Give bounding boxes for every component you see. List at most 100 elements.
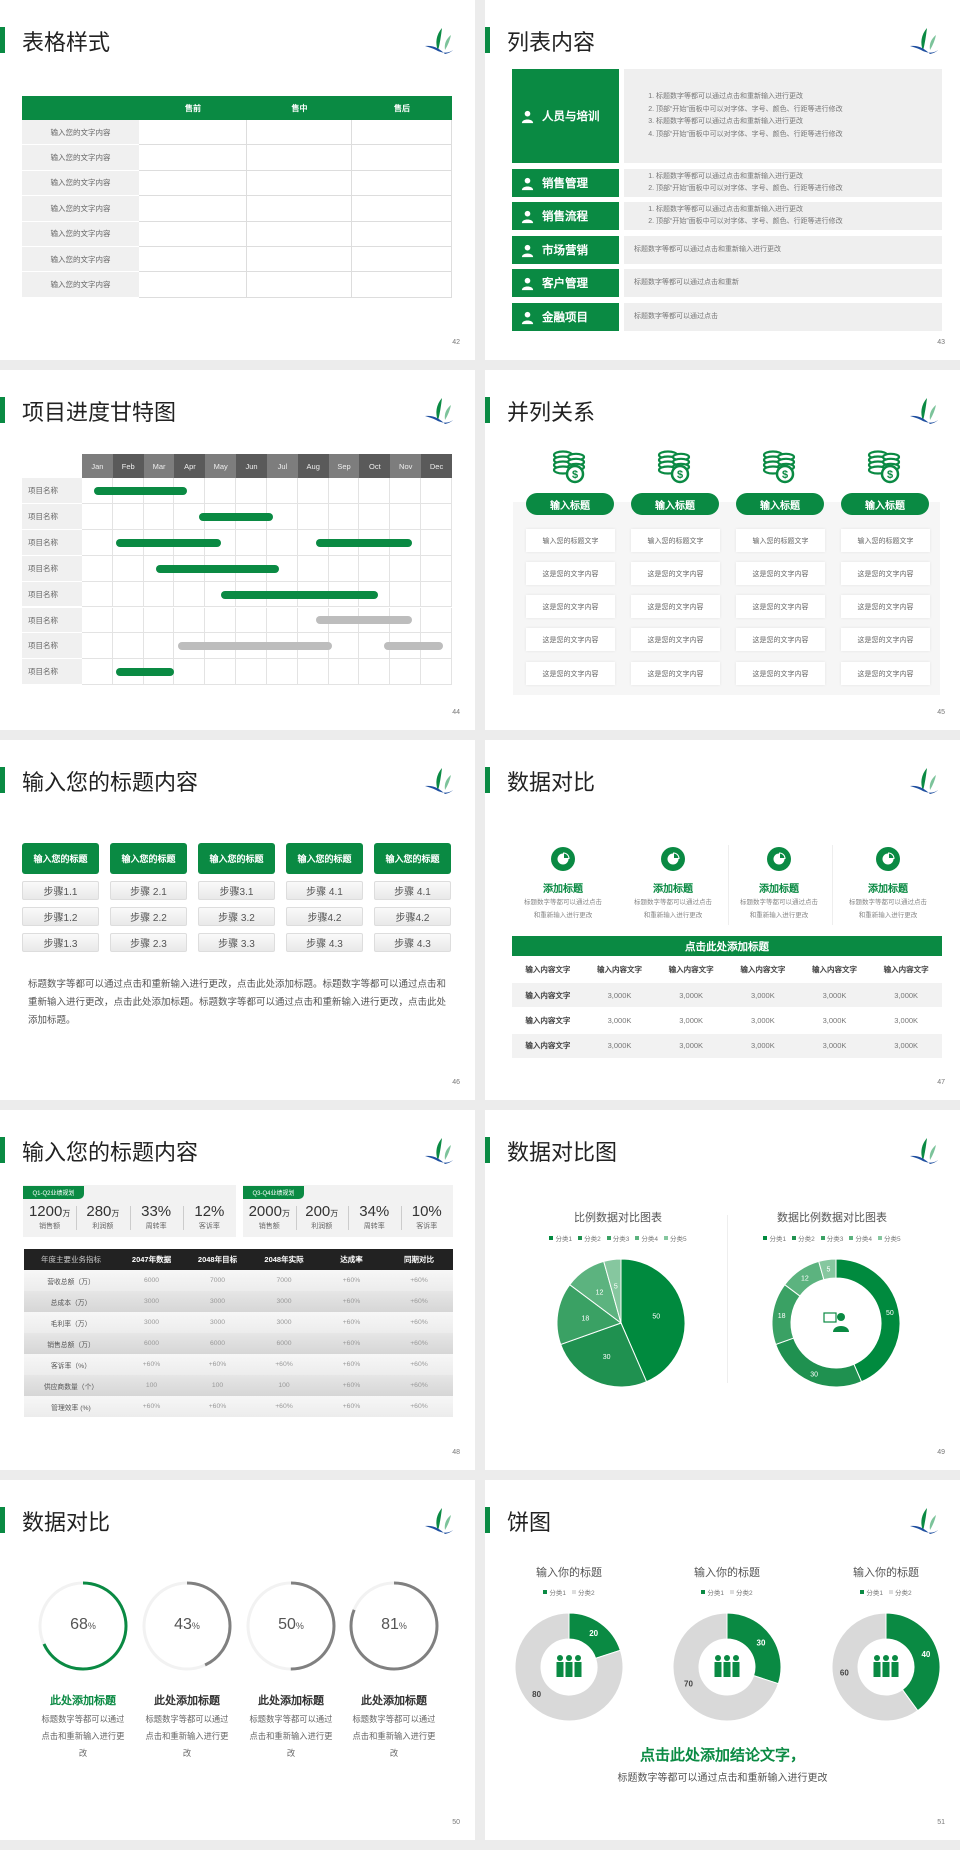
gantt-bar[interactable] [316,616,412,625]
stat-number: 10% [411,1203,442,1220]
agent-head [837,1313,845,1321]
legend-item: 分类1 [543,1587,566,1597]
table-cell[interactable] [139,170,247,197]
gantt-bar[interactable] [199,512,274,521]
person-body [556,1662,564,1677]
step-box[interactable]: 步骤1.3 [22,933,99,952]
step-box[interactable]: 步骤1.1 [22,881,99,900]
slide-51-donuts[interactable]: 饼图 51 输入你的标题 分类1 分类2 20 80 输入你的标题 分类1 分类2 30 70 输入你的… [485,1480,960,1840]
step-box[interactable]: 步骤1.2 [22,907,99,926]
grid-cell [205,607,237,634]
slide-42-table-style[interactable]: 表格样式 42 售前 售中 售后 输入您的文字内容 输入您的文字内容 输入您的文字内容 输入您的… [0,0,475,360]
column-title-pill[interactable]: 输入标题 [736,493,824,515]
slide-48-kpi-table[interactable]: 输入您的标题内容 48 Q1-Q2业绩规划 1200 万销售额 280 万利润额 33% 周转率… [0,1110,475,1470]
slide-45-parallel[interactable]: 并列关系 45 $ 输入标题 输入您的标题文字 这是您的文字内容 这是您的文字内容 这是您的文… [485,370,960,730]
icon-head [524,311,531,317]
slide-47-data-compare[interactable]: 数据对比 47 添加标题 标题数字等都可以通过点击和重新输入进行更改 添加标题 标题数字等… [485,740,960,1100]
table-cell[interactable] [247,247,352,273]
table-cell: 营收总额（万） [47,1278,95,1286]
table-cell[interactable] [352,247,452,273]
list-item-header[interactable]: 人员与培训 [512,69,619,163]
slide-44-gantt[interactable]: 项目进度甘特图 44 Jan Feb Mar Apr May Jun Jul Aug Sep Oct N… [0,370,475,730]
feature-title: 添加标题 [653,883,693,895]
step-box[interactable]: 步骤 2.2 [110,907,187,926]
step-box[interactable]: 步骤 3.3 [198,933,275,952]
column-title-pill[interactable]: 输入标题 [526,493,614,515]
logo-leaf-small [929,1145,936,1160]
slide-43-list-content[interactable]: 列表内容43人员与培训标题数字等都可以通过点击和重新输入进行更改顶部“开始”面板… [485,0,960,360]
step-box[interactable]: 步骤 4.3 [286,933,363,952]
slide-title: 输入您的标题内容 [22,1140,199,1165]
table-cell[interactable] [139,120,247,146]
slide-title: 数据对比 [507,770,596,795]
list-item-header[interactable]: 销售管理 [512,169,619,197]
column-title-pill[interactable]: 输入标题 [631,493,719,515]
gantt-bar[interactable] [177,642,332,651]
gantt-bar[interactable] [115,668,175,677]
step-box[interactable]: 步骤 2.1 [110,881,187,900]
step-box[interactable]: 步骤 3.2 [198,907,275,926]
gantt-bar[interactable] [94,486,187,495]
gantt-bar[interactable] [220,590,378,599]
content-cell: 这是您的文字内容 [841,595,930,618]
gantt-bar[interactable] [115,538,221,547]
column-header[interactable]: 输入您的标题 [286,843,363,874]
table-caption[interactable]: 点击此处添加标题 [512,936,942,956]
step-box[interactable]: 步骤 4.3 [374,933,451,952]
grid-cell [82,555,113,582]
step-box[interactable]: 步骤 4.1 [374,881,451,900]
slice-分类1 [726,1612,782,1685]
table-cell[interactable] [352,196,452,222]
column-title-pill[interactable]: 输入标题 [841,493,929,515]
stat-divider [76,1206,78,1230]
list-item-header[interactable]: 客户管理 [512,269,619,297]
ring-progress [246,1581,336,1671]
table-cell[interactable] [139,145,247,171]
legend-label: 分类5 [669,1236,687,1243]
step-box[interactable]: 步骤3.1 [198,881,275,900]
legend-item: 分类2 [792,1233,815,1243]
column-header[interactable]: 输入您的标题 [22,843,99,874]
table-cell[interactable] [247,170,352,197]
column-header[interactable]: 输入您的标题 [110,843,187,874]
table-cell[interactable] [247,120,352,146]
slice-分类1 [620,1258,686,1383]
gantt-bar[interactable] [155,564,280,573]
stat-number: 12% [194,1203,225,1220]
table-cell[interactable] [247,221,352,247]
slide-title: 并列关系 [507,400,596,425]
step-box[interactable]: 步骤 2.3 [110,933,187,952]
slide-46-steps[interactable]: 输入您的标题内容 46 输入您的标题 步骤1.1 步骤1.2 步骤1.3 输入您的标题 步骤 … [0,740,475,1100]
dollar-circle [775,464,795,484]
list-item-header[interactable]: 市场营销 [512,236,619,264]
gantt-bar[interactable] [384,642,443,651]
table-cell[interactable] [247,272,352,298]
table-row [24,1375,453,1396]
table-cell[interactable] [352,145,452,171]
table-cell[interactable] [352,170,452,197]
column-header[interactable]: 输入您的标题 [198,843,275,874]
list-item-header[interactable]: 销售流程 [512,202,619,230]
table-cell[interactable] [247,145,352,171]
table-cell[interactable] [352,221,452,247]
gantt-bar[interactable] [316,538,412,547]
step-box[interactable]: 步骤4.2 [374,907,451,926]
list-item-header[interactable]: 金融项目 [512,303,619,331]
table-cell[interactable] [247,196,352,222]
table-cell[interactable] [352,272,452,298]
table-header-cell: 售后 [394,103,410,113]
column-header[interactable]: 输入您的标题 [374,843,451,874]
table-cell[interactable] [139,221,247,247]
table-cell[interactable] [139,196,247,222]
user-group-icon [521,277,534,290]
month-header: Dec [421,454,452,478]
table-cell: 输入内容文字 [525,1015,571,1025]
step-box[interactable]: 步骤4.2 [286,907,363,926]
table-cell[interactable] [139,272,247,298]
step-box[interactable]: 步骤 4.1 [286,881,363,900]
content-cell: 输入您的标题文字 [631,529,720,552]
table-cell[interactable] [139,247,247,273]
slide-49-pie-compare[interactable]: 数据对比图 49 比例数据对比图表 分类1 分类2 分类3 分类4 分类5 50 30 18 12 5 数… [485,1110,960,1470]
table-cell[interactable] [352,120,452,146]
slide-50-rings[interactable]: 数据对比 50 68% 此处添加标题 标题数字等都可以通过点击和重新输入进行更改 43% 此… [0,1480,475,1840]
